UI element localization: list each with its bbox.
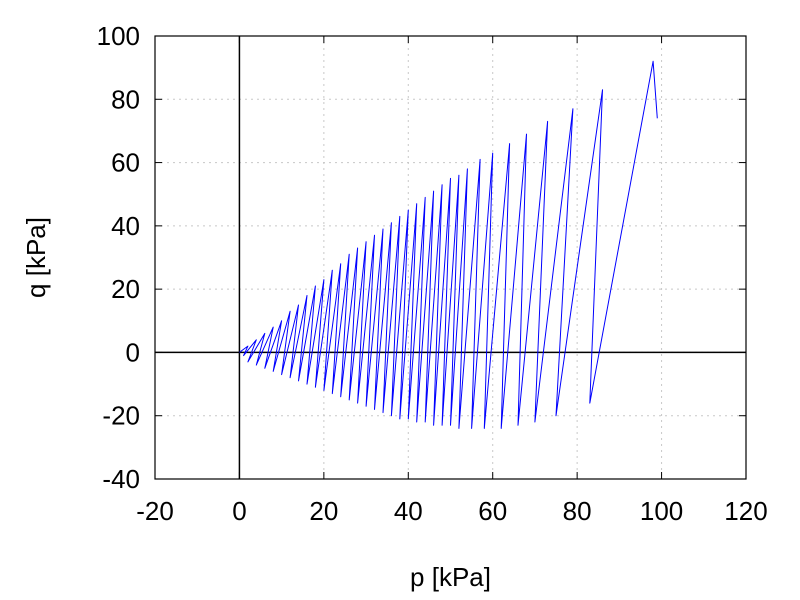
x-tick-label: 80 (563, 496, 592, 526)
x-tick-label: 100 (640, 496, 683, 526)
data-series (239, 60, 658, 429)
y-tick-label: 60 (111, 148, 140, 178)
plot-frame (154, 35, 747, 480)
x-tick-label: 120 (724, 496, 767, 526)
x-tick-label: 20 (309, 496, 338, 526)
y-tick-label: 100 (97, 21, 140, 51)
x-tick-label: 0 (232, 496, 246, 526)
y-axis-label: q [kPa] (21, 217, 51, 298)
y-tick-label: -20 (102, 401, 140, 431)
x-axis-label: p [kPa] (410, 562, 491, 592)
stress-path-line (239, 60, 658, 429)
x-tick-labels: -20 0 20 40 60 80 100 120 (136, 36, 768, 526)
x-tick-label: -20 (136, 496, 174, 526)
y-tick-label: 80 (111, 84, 140, 114)
x-tick-label: 40 (394, 496, 423, 526)
y-tick-label: 0 (126, 337, 140, 367)
x-tick-label: 60 (478, 496, 507, 526)
y-tick-label: -40 (102, 464, 140, 494)
y-tick-label: 40 (111, 211, 140, 241)
y-tick-label: 20 (111, 274, 140, 304)
y-tick-labels: -40 -20 0 20 40 60 80 100 (97, 21, 746, 494)
